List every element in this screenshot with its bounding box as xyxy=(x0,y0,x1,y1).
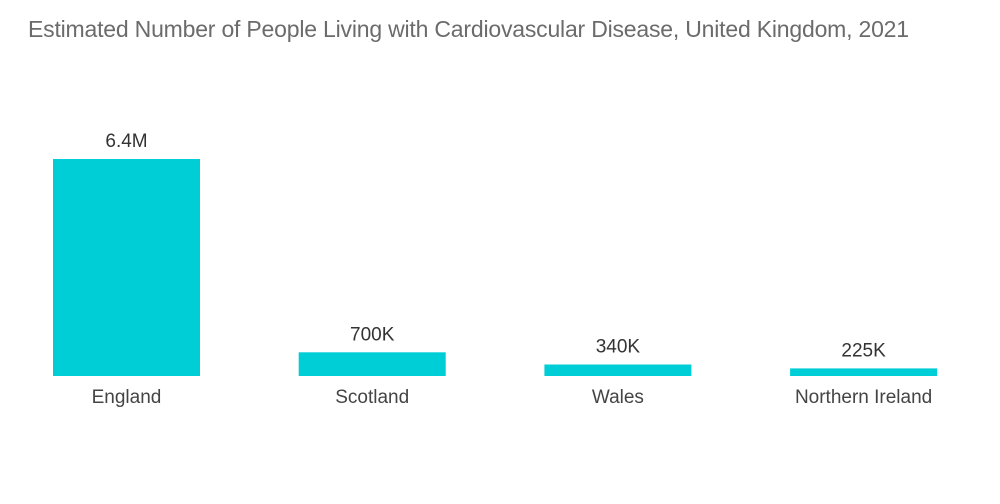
category-labels-group: England Scotland Wales Northern Ireland xyxy=(92,387,933,408)
data-label-scotland: 700K xyxy=(350,324,395,345)
category-label-northern-ireland: Northern Ireland xyxy=(795,387,932,408)
bar-northern-ireland xyxy=(790,368,938,376)
bar-england xyxy=(53,159,200,376)
bars-group xyxy=(53,159,938,376)
value-labels-group: 6.4M 700K 340K 225K xyxy=(105,131,886,361)
category-label-england: England xyxy=(92,387,162,408)
category-label-wales: Wales xyxy=(592,387,644,408)
bar-wales xyxy=(544,364,692,376)
data-label-england: 6.4M xyxy=(105,131,147,152)
data-label-northern-ireland: 225K xyxy=(841,340,886,361)
chart-title: Estimated Number of People Living with C… xyxy=(28,16,909,42)
data-label-wales: 340K xyxy=(596,337,641,358)
bar-scotland xyxy=(298,352,446,376)
category-label-scotland: Scotland xyxy=(335,387,409,408)
